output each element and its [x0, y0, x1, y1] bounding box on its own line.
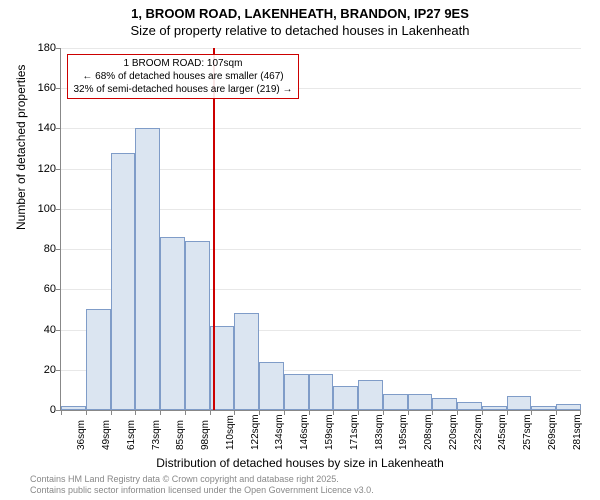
histogram-bar: [531, 406, 556, 410]
x-tick-label: 61sqm: [126, 420, 137, 450]
x-tick-mark: [210, 410, 211, 415]
x-axis-label: Distribution of detached houses by size …: [0, 456, 600, 470]
histogram-bar: [408, 394, 433, 410]
histogram-bar: [383, 394, 408, 410]
x-tick-label: 257sqm: [522, 414, 533, 450]
y-tick-mark: [56, 370, 61, 371]
x-tick-label: 122sqm: [250, 414, 261, 450]
y-tick-label: 60: [20, 283, 56, 295]
histogram-bar: [432, 398, 457, 410]
plot-area: 1 BROOM ROAD: 107sqm ← 68% of detached h…: [60, 48, 581, 411]
y-tick-label: 40: [20, 324, 56, 336]
histogram-bar: [482, 406, 507, 410]
x-tick-label: 98sqm: [200, 420, 211, 450]
x-tick-label: 232sqm: [473, 414, 484, 450]
footer-text: Contains HM Land Registry data © Crown c…: [30, 474, 374, 496]
chart-container: 1, BROOM ROAD, LAKENHEATH, BRANDON, IP27…: [0, 0, 600, 500]
x-tick-label: 49sqm: [101, 420, 112, 450]
annotation-line2: ← 68% of detached houses are smaller (46…: [72, 70, 294, 83]
y-tick-mark: [56, 209, 61, 210]
y-tick-label: 0: [20, 404, 56, 416]
histogram-bar: [507, 396, 532, 410]
histogram-bar: [333, 386, 358, 410]
y-tick-label: 180: [20, 42, 56, 54]
x-tick-label: 245sqm: [497, 414, 508, 450]
histogram-bar: [185, 241, 210, 410]
x-tick-label: 269sqm: [547, 414, 558, 450]
y-tick-mark: [56, 169, 61, 170]
histogram-bar: [61, 406, 86, 410]
histogram-bar: [86, 309, 111, 410]
y-tick-mark: [56, 88, 61, 89]
histogram-bar: [457, 402, 482, 410]
histogram-bar: [234, 313, 259, 410]
x-tick-mark: [160, 410, 161, 415]
x-tick-label: 281sqm: [572, 414, 583, 450]
y-tick-mark: [56, 330, 61, 331]
x-tick-label: 36sqm: [76, 420, 87, 450]
x-tick-label: 183sqm: [374, 414, 385, 450]
footer-line1: Contains HM Land Registry data © Crown c…: [30, 474, 374, 485]
x-tick-label: 73sqm: [151, 420, 162, 450]
x-tick-label: 85sqm: [175, 420, 186, 450]
x-tick-mark: [86, 410, 87, 415]
y-tick-mark: [56, 128, 61, 129]
x-tick-label: 146sqm: [299, 414, 310, 450]
annotation-box: 1 BROOM ROAD: 107sqm ← 68% of detached h…: [67, 54, 299, 99]
histogram-bar: [111, 153, 136, 410]
y-tick-mark: [56, 249, 61, 250]
x-tick-mark: [185, 410, 186, 415]
x-tick-mark: [135, 410, 136, 415]
y-tick-label: 100: [20, 203, 56, 215]
histogram-bar: [284, 374, 309, 410]
x-tick-label: 208sqm: [423, 414, 434, 450]
y-tick-label: 140: [20, 122, 56, 134]
x-tick-label: 195sqm: [398, 414, 409, 450]
histogram-bar: [556, 404, 581, 410]
y-tick-mark: [56, 289, 61, 290]
x-tick-label: 134sqm: [274, 414, 285, 450]
y-tick-label: 160: [20, 82, 56, 94]
footer-line2: Contains public sector information licen…: [30, 485, 374, 496]
histogram-bar: [358, 380, 383, 410]
histogram-bar: [259, 362, 284, 410]
chart-title-line2: Size of property relative to detached ho…: [0, 21, 600, 38]
gridline: [61, 48, 581, 49]
annotation-line1: 1 BROOM ROAD: 107sqm: [72, 57, 294, 70]
histogram-bar: [135, 128, 160, 410]
y-tick-label: 80: [20, 243, 56, 255]
y-tick-label: 20: [20, 364, 56, 376]
x-tick-mark: [111, 410, 112, 415]
histogram-bar: [160, 237, 185, 410]
annotation-line3: 32% of semi-detached houses are larger (…: [72, 83, 294, 96]
y-tick-label: 120: [20, 163, 56, 175]
x-tick-mark: [61, 410, 62, 415]
x-tick-label: 110sqm: [225, 415, 236, 450]
y-tick-mark: [56, 48, 61, 49]
x-tick-label: 159sqm: [324, 414, 335, 450]
x-tick-label: 171sqm: [349, 414, 360, 450]
chart-title-line1: 1, BROOM ROAD, LAKENHEATH, BRANDON, IP27…: [0, 0, 600, 21]
histogram-bar: [309, 374, 334, 410]
marker-line: [213, 48, 215, 410]
x-tick-label: 220sqm: [448, 414, 459, 450]
